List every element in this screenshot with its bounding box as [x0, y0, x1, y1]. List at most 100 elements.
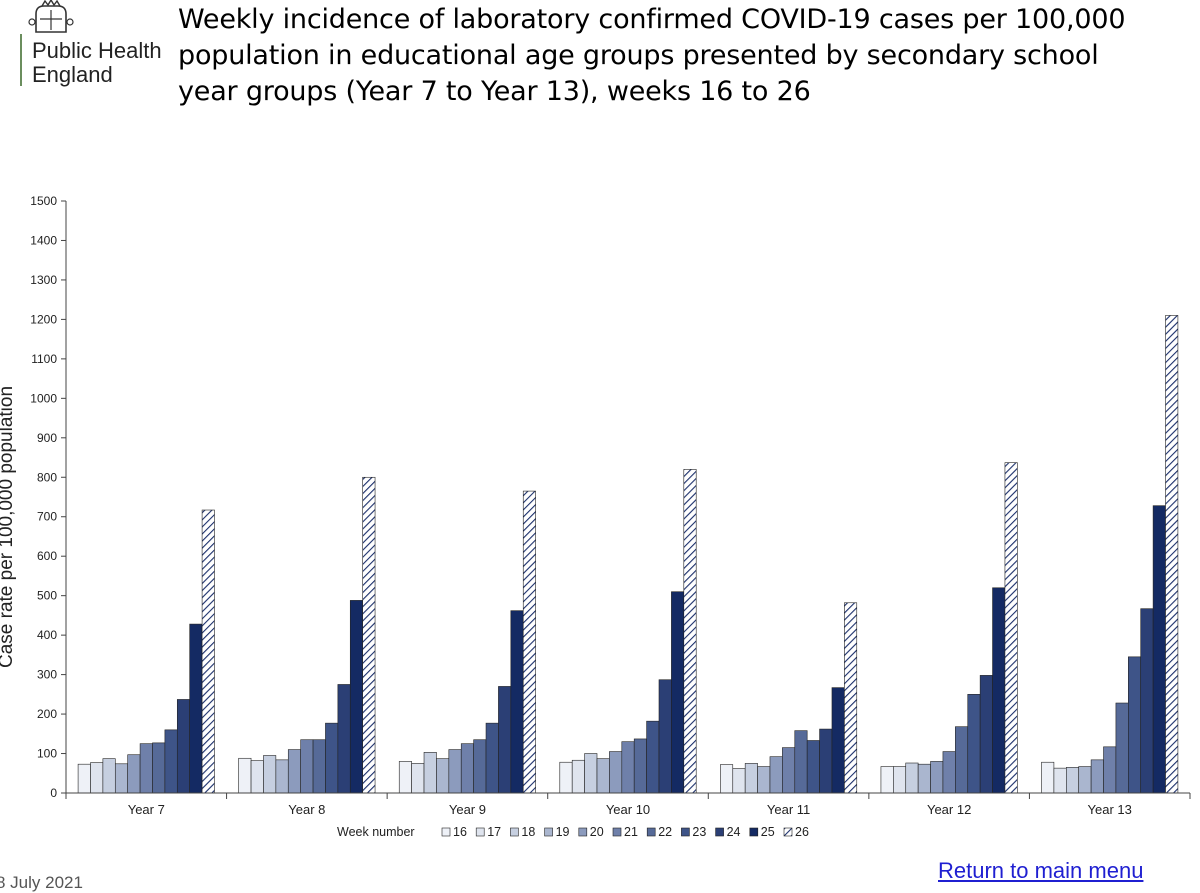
bar-year-12-week-18: [905, 762, 919, 794]
legend-label-week-25: 25: [761, 825, 775, 839]
legend-swatch-week-23: [681, 827, 690, 837]
legend-label-week-24: 24: [727, 825, 741, 839]
royal-crest-icon: [28, 0, 74, 33]
x-category-label: Year 8: [288, 802, 325, 817]
bar-year-7-week-25: [189, 623, 203, 794]
bar-year-10-week-26: [683, 469, 697, 794]
bar-year-10-week-23: [646, 720, 660, 794]
logo-text-line1: Public Health: [32, 38, 162, 63]
bar-year-13-week-24: [1140, 608, 1154, 794]
bar-year-8-week-24: [337, 684, 351, 794]
legend-label-week-21: 21: [624, 825, 638, 839]
bar-year-10-week-18: [584, 753, 598, 794]
bar-year-13-week-19: [1078, 766, 1092, 794]
y-tick-label: 700: [37, 510, 57, 524]
bar-year-10-week-17: [571, 759, 585, 794]
logo-text-line2: England: [32, 62, 113, 87]
legend-label-week-23: 23: [692, 825, 706, 839]
bar-year-7-week-21: [139, 743, 153, 794]
bar-year-8-week-23: [325, 722, 339, 794]
bar-year-7-week-18: [102, 758, 116, 794]
bar-year-9-week-22: [473, 739, 487, 794]
y-tick-label: 1000: [30, 391, 57, 405]
logo-accent-bar: [20, 34, 22, 86]
x-category-label: Year 12: [927, 802, 971, 817]
bar-year-7-week-16: [77, 763, 91, 794]
y-tick-label: 1200: [30, 312, 57, 326]
y-axis-title: Case rate per 100,000 population: [0, 386, 17, 668]
bar-year-10-week-25: [671, 591, 685, 794]
bar-year-11-week-19: [757, 766, 771, 794]
bar-year-10-week-19: [596, 758, 610, 794]
bar-year-9-week-23: [485, 722, 499, 794]
bar-year-9-week-16: [398, 761, 412, 794]
bar-year-13-week-21: [1103, 746, 1117, 794]
bar-year-10-week-22: [633, 738, 647, 794]
x-category-label: Year 9: [449, 802, 486, 817]
bar-year-10-week-21: [621, 741, 635, 794]
legend-swatch-week-22: [646, 827, 656, 837]
bar-year-9-week-19: [436, 758, 450, 794]
bar-year-12-week-19: [917, 763, 931, 794]
x-category-label: Year 13: [1088, 802, 1132, 817]
bar-year-13-week-23: [1128, 656, 1142, 794]
bar-year-7-week-17: [90, 762, 104, 794]
bar-year-12-week-25: [992, 587, 1006, 794]
bar-year-9-week-25: [510, 610, 524, 794]
bar-year-11-week-17: [732, 768, 746, 794]
bar-year-12-week-17: [893, 766, 907, 794]
legend-label-week-16: 16: [453, 825, 467, 839]
bar-year-7-week-24: [176, 699, 190, 794]
bar-year-8-week-17: [250, 760, 264, 794]
bar-year-9-week-26: [522, 490, 536, 794]
bar-year-8-week-19: [275, 759, 289, 794]
phe-logo: Public Health England: [8, 0, 168, 100]
y-tick-label: 1500: [30, 194, 57, 208]
legend-swatch-week-18: [510, 827, 519, 837]
bar-year-7-week-23: [164, 729, 178, 794]
legend-swatch-week-17: [475, 827, 485, 837]
y-tick-label: 1300: [30, 273, 57, 287]
legend-label-week-17: 17: [487, 825, 501, 839]
bar-year-7-week-22: [152, 742, 166, 794]
slide-title: Weekly incidence of laboratory confirmed…: [178, 4, 1126, 107]
bar-year-12-week-26: [1004, 462, 1018, 794]
return-to-main-menu-link[interactable]: Return to main menu: [938, 858, 1144, 883]
y-tick-label: 800: [37, 470, 57, 484]
bar-year-9-week-17: [411, 763, 425, 794]
legend-swatch-week-16: [441, 827, 451, 837]
bar-year-11-week-22: [794, 730, 808, 794]
bar-year-13-week-16: [1041, 761, 1055, 794]
legend-swatch-week-20: [578, 827, 588, 837]
legend-swatch-week-19: [544, 827, 553, 837]
x-category-label: Year 11: [767, 802, 810, 817]
y-tick-label: 200: [37, 707, 57, 721]
bar-year-9-week-18: [423, 752, 437, 794]
bar-year-11-week-20: [769, 756, 783, 794]
bar-year-11-week-24: [819, 728, 833, 794]
legend-label-week-26: 26: [795, 825, 809, 839]
bar-year-10-week-16: [559, 761, 573, 794]
legend-swatch-week-24: [715, 827, 724, 837]
bar-year-11-week-18: [744, 763, 758, 794]
bar-year-11-week-16: [720, 764, 734, 794]
legend-label-week-20: 20: [590, 825, 604, 839]
y-tick-label: 300: [37, 668, 57, 682]
bar-year-12-week-23: [967, 694, 981, 794]
bar-year-10-week-24: [658, 679, 672, 794]
bar-year-11-week-26: [844, 602, 858, 794]
bar-year-7-week-20: [127, 754, 141, 794]
bar-year-12-week-16: [880, 766, 894, 794]
legend-label-week-18: 18: [521, 825, 535, 839]
y-tick-label: 400: [37, 628, 57, 642]
bar-year-11-week-21: [782, 747, 796, 794]
bar-year-13-week-25: [1152, 505, 1166, 794]
bar-year-13-week-26: [1165, 315, 1179, 794]
y-tick-label: 0: [50, 786, 57, 800]
y-tick-label: 500: [37, 589, 57, 603]
bar-year-12-week-21: [942, 751, 956, 794]
bar-year-8-week-22: [312, 739, 326, 794]
bar-year-13-week-18: [1066, 767, 1080, 794]
y-tick-label: 1100: [31, 352, 57, 366]
